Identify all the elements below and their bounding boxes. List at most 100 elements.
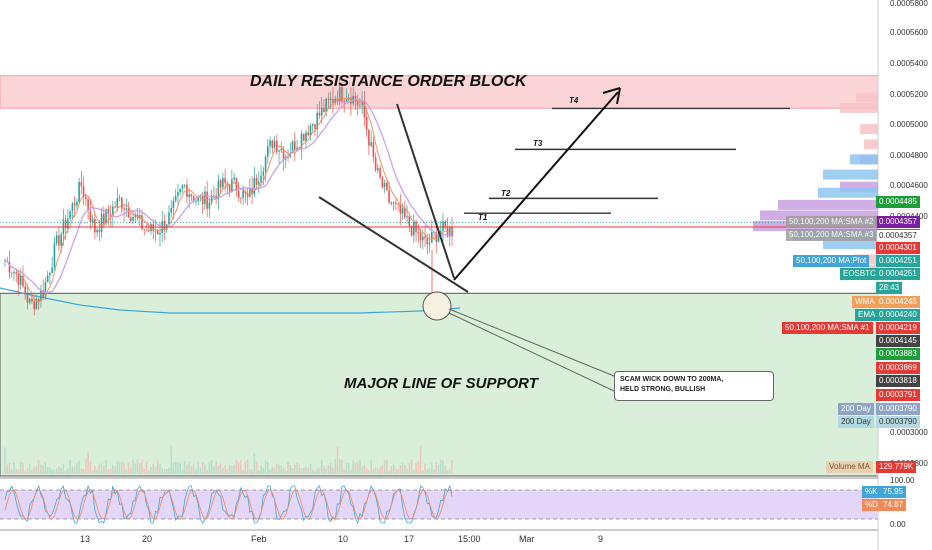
candle-body xyxy=(22,275,24,287)
volume-bar xyxy=(381,464,384,474)
candle-body xyxy=(280,149,283,151)
volume-bar xyxy=(246,459,249,474)
candle-body xyxy=(417,231,420,233)
candle-body xyxy=(363,101,366,118)
volume-bar xyxy=(103,465,105,474)
volume-bar xyxy=(258,470,260,474)
volume-bar xyxy=(307,467,310,474)
volume-bar xyxy=(195,468,197,474)
volume-bar xyxy=(17,469,20,474)
candle-body xyxy=(154,231,157,232)
volume-bar xyxy=(123,462,125,474)
candle-body xyxy=(383,182,386,187)
volume-bar xyxy=(235,459,238,474)
volume-bar xyxy=(323,465,325,474)
volume-profile-bar xyxy=(823,169,878,180)
volume-bar xyxy=(26,468,29,474)
volume-bar xyxy=(395,468,397,474)
volume-bar xyxy=(224,465,226,474)
price-badge: 0.0004357 xyxy=(876,216,920,228)
candle-body xyxy=(181,185,184,189)
candle-body xyxy=(91,218,94,223)
volume-bar xyxy=(156,460,159,474)
price-badge: 0.0003883 xyxy=(876,348,920,360)
rsi-d-label: %D xyxy=(862,499,881,511)
volume-bar xyxy=(4,447,6,474)
candle-body xyxy=(273,140,276,148)
volume-bar xyxy=(145,461,148,474)
candle-body xyxy=(318,112,321,116)
candle-body xyxy=(287,156,289,158)
callout-note[interactable]: SCAM WICK DOWN TO 200MA, HELD STRONG, BU… xyxy=(614,371,774,401)
candle-body xyxy=(53,243,56,268)
candle-body xyxy=(233,177,235,180)
price-badge: 0.0004219 xyxy=(876,322,920,334)
candle-body xyxy=(195,201,197,202)
target-t4-label: T4 xyxy=(569,96,579,105)
volume-bar xyxy=(174,461,177,474)
volume-bar xyxy=(404,464,406,474)
candle-body xyxy=(264,156,267,172)
candle-body xyxy=(183,184,186,186)
volume-bar xyxy=(298,464,301,474)
volume-bar xyxy=(73,466,76,474)
volume-bar xyxy=(424,463,426,474)
rsi-tick: 0.00 xyxy=(890,520,906,529)
volume-bar xyxy=(437,465,440,474)
volume-bar xyxy=(80,468,83,474)
resistance-zone xyxy=(0,75,879,109)
candle-body xyxy=(60,234,62,246)
volume-bar xyxy=(89,461,92,474)
indicator-label-sma3: 50,100,200 MA:SMA #3 xyxy=(786,229,877,241)
candle-body xyxy=(152,223,155,232)
volume-bar xyxy=(413,469,415,474)
candle-body xyxy=(395,202,397,204)
candle-body xyxy=(28,298,31,303)
indicator-label-sma1: 50,100,200 MA:SMA #1 xyxy=(782,322,873,334)
volume-bar xyxy=(334,459,336,474)
candle-body xyxy=(370,142,372,146)
candle-body xyxy=(206,191,208,209)
candle-body xyxy=(408,216,411,227)
candle-body xyxy=(388,189,390,203)
candle-body xyxy=(381,177,384,187)
candle-body xyxy=(271,140,274,148)
breakout-arrow-line xyxy=(453,91,619,281)
target-t2-label: T2 xyxy=(501,189,511,198)
volume-bar xyxy=(64,470,67,474)
candle-body xyxy=(31,298,33,302)
candle-body xyxy=(67,218,69,229)
volume-bar xyxy=(6,464,9,474)
candle-body xyxy=(188,194,190,198)
volume-bar xyxy=(300,468,303,474)
volume-bar xyxy=(58,466,60,474)
candle-body xyxy=(143,229,146,231)
candle-body xyxy=(401,208,404,214)
volume-bar xyxy=(293,464,296,474)
volume-bar xyxy=(159,464,161,474)
wick-highlight-circle xyxy=(422,291,452,321)
volume-bar xyxy=(408,463,411,474)
volume-bar xyxy=(325,468,328,474)
volume-bar xyxy=(210,459,213,474)
volume-bar xyxy=(354,462,357,474)
volume-bar xyxy=(206,469,208,474)
volume-bar xyxy=(309,463,312,474)
volume-bar xyxy=(179,462,182,474)
candle-body xyxy=(428,242,431,245)
candle-body xyxy=(413,221,415,236)
volume-bar xyxy=(165,469,168,474)
volume-bar xyxy=(363,464,366,474)
volume-bar xyxy=(415,463,417,474)
volume-bar xyxy=(226,468,229,474)
candle-body xyxy=(302,133,305,141)
candle-body xyxy=(228,185,231,192)
candle-body xyxy=(177,192,179,197)
volume-bar xyxy=(183,460,186,474)
candle-body xyxy=(112,206,114,216)
candle-body xyxy=(305,132,307,141)
candle-body xyxy=(231,179,233,192)
indicator-label-200day-2: 200 Day xyxy=(838,416,874,428)
volume-bar xyxy=(264,459,267,474)
